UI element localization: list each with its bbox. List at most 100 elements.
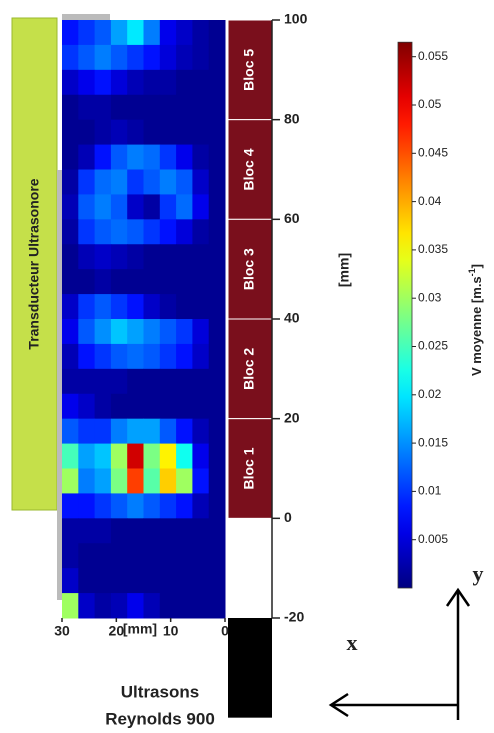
heatmap [62, 20, 226, 619]
heat-cell [192, 418, 210, 445]
heat-cell [192, 269, 210, 295]
heat-cell [127, 468, 144, 494]
heat-cell [159, 144, 177, 170]
heat-cell [159, 568, 177, 594]
heat-cell [159, 418, 177, 445]
gray-strip [57, 170, 62, 600]
heat-cell [176, 393, 193, 420]
heat-cell [110, 244, 128, 270]
heat-cell [208, 94, 226, 121]
heat-cell [192, 219, 210, 245]
heat-cell [192, 493, 210, 519]
heat-cell [192, 44, 210, 71]
caption: Reynolds 900 [105, 709, 215, 728]
colorbar-label: V moyenne [m.s-1] [467, 264, 484, 376]
heat-cell [127, 593, 144, 619]
heat-cell [192, 468, 210, 494]
heat-cell [159, 194, 177, 220]
heat-cell [78, 543, 96, 569]
heat-cell [62, 418, 79, 445]
heat-cell [62, 568, 79, 594]
heat-cell [176, 493, 193, 519]
heat-cell [143, 69, 161, 96]
heat-cell [143, 144, 161, 170]
heat-cell [110, 343, 128, 370]
heat-cell [62, 144, 79, 170]
heat-cell [208, 493, 226, 519]
heat-cell [192, 194, 210, 220]
heat-cell [127, 393, 144, 420]
heat-cell [94, 169, 112, 195]
heat-cell [62, 44, 79, 71]
heat-cell [208, 543, 226, 569]
heat-cell [176, 543, 193, 569]
lower-region [228, 618, 272, 718]
heat-cell [62, 20, 79, 46]
heat-cell [94, 418, 112, 445]
heat-cell [208, 418, 226, 445]
heat-cell [159, 244, 177, 270]
heat-cell [110, 69, 128, 96]
block-label: Bloc 4 [241, 148, 257, 190]
heat-cell [62, 593, 79, 619]
heat-cell [78, 194, 96, 220]
heat-cell [94, 543, 112, 569]
heat-cell [78, 69, 96, 96]
heat-cell [176, 368, 193, 395]
y-tick-label: 60 [284, 210, 300, 226]
gray-strip [62, 14, 110, 21]
heat-cell [94, 219, 112, 245]
heat-cell [78, 169, 96, 195]
heat-cell [62, 119, 79, 146]
heat-cell [110, 169, 128, 195]
heat-cell [62, 393, 79, 420]
heat-cell [159, 219, 177, 245]
heat-cell [110, 568, 128, 594]
heat-cell [208, 294, 226, 320]
heat-cell [208, 244, 226, 270]
heat-cell [159, 493, 177, 519]
heat-cell [192, 169, 210, 195]
heat-cell [143, 343, 161, 370]
colorbar-tick-label: 0.055 [418, 49, 448, 63]
heat-cell [110, 294, 128, 320]
heat-cell [78, 294, 96, 320]
transducer [11, 17, 58, 511]
heat-cell [143, 443, 161, 469]
heat-cell [78, 119, 96, 146]
heat-cell [143, 44, 161, 71]
heat-cell [176, 44, 193, 71]
heat-cell [176, 593, 193, 619]
heat-cell [127, 568, 144, 594]
heat-cell [208, 169, 226, 195]
heat-cell [159, 169, 177, 195]
y-tick-label: 40 [284, 310, 300, 326]
heat-cell [159, 294, 177, 320]
heat-cell [143, 269, 161, 295]
heat-cell [110, 493, 128, 519]
heat-cell [159, 44, 177, 71]
heat-cell [62, 94, 79, 121]
heat-cell [127, 20, 144, 46]
heat-cell [192, 343, 210, 370]
heat-cell [127, 319, 144, 345]
colorbar-tick-label: 0.005 [418, 532, 448, 546]
heat-cell [94, 269, 112, 295]
colorbar-tick-label: 0.025 [418, 339, 448, 353]
heat-cell [208, 568, 226, 594]
heat-cell [159, 368, 177, 395]
colorbar-label-text: V moyenne [m.s [469, 276, 484, 376]
heat-cell [192, 244, 210, 270]
y-tick-label: -20 [284, 609, 304, 625]
block-label: Bloc 1 [241, 447, 257, 489]
heat-cell [78, 418, 96, 445]
heat-cell [110, 269, 128, 295]
heat-cell [110, 468, 128, 494]
heat-cell [176, 468, 193, 494]
heat-cell [62, 518, 79, 544]
heat-cell [143, 94, 161, 121]
heat-cell [208, 518, 226, 544]
heat-cell [94, 443, 112, 469]
heat-cell [176, 343, 193, 370]
heat-cell [78, 468, 96, 494]
